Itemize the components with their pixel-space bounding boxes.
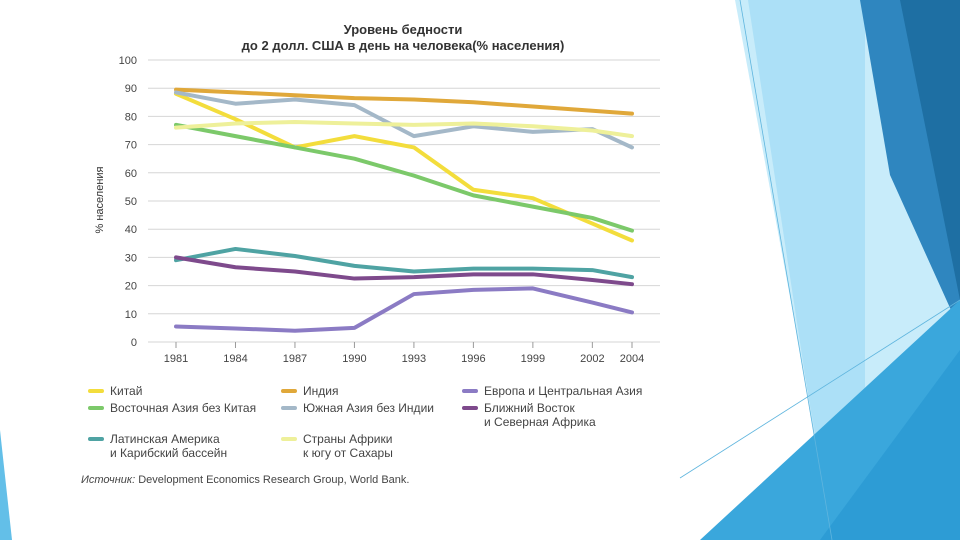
- legend-item: Индия: [281, 384, 462, 398]
- deco-line-2: [679, 299, 960, 479]
- series-line-3: [174, 87, 634, 116]
- deco-shape-left: [0, 430, 12, 540]
- legend-label: Китай: [110, 384, 143, 398]
- source-note: Источник: Development Economics Research…: [81, 474, 409, 486]
- legend-swatch: [281, 406, 297, 410]
- deco-shape-light: [748, 0, 865, 540]
- x-tick-label: 1981: [164, 353, 188, 365]
- legend-swatch: [462, 406, 478, 410]
- x-tick-label: 1993: [402, 353, 426, 365]
- y-tick-label: 50: [125, 196, 137, 208]
- legend-item: Ближний Восток и Северная Африка: [462, 401, 662, 429]
- series-line-2: [174, 246, 634, 280]
- y-tick-label: 0: [131, 337, 137, 349]
- chart-title: Уровень бедности до 2 долл. США в день н…: [242, 22, 565, 53]
- series-line-5: [174, 120, 634, 139]
- x-tick-label: 1996: [461, 353, 485, 365]
- legend-swatch: [281, 389, 297, 393]
- deco-shape-bright2: [820, 350, 960, 540]
- deco-line: [739, 0, 833, 540]
- x-tick-label: 2004: [620, 353, 644, 365]
- series-line-6: [174, 286, 634, 333]
- source-text: Development Economics Research Group, Wo…: [135, 474, 410, 486]
- x-tick-label: 1984: [223, 353, 247, 365]
- chart-title-line-2: до 2 долл. США в день на человека(% насе…: [242, 38, 565, 53]
- deco-shape-dark: [900, 0, 960, 300]
- legend-label: Страны Африки к югу от Сахары: [303, 432, 393, 460]
- legend-item: Южная Азия без Индии: [281, 401, 462, 429]
- legend-label: Ближний Восток и Северная Африка: [484, 401, 596, 429]
- x-tick-label: 1999: [521, 353, 545, 365]
- y-tick-label: 10: [125, 309, 137, 321]
- legend-swatch: [88, 437, 104, 441]
- legend-label: Восточная Азия без Китая: [110, 401, 257, 415]
- y-tick-label: 70: [125, 140, 137, 152]
- legend-label: Индия: [303, 384, 339, 398]
- y-tick-label: 90: [125, 83, 137, 95]
- chart-title-line-1: Уровень бедности: [344, 22, 463, 37]
- legend-swatch: [462, 389, 478, 393]
- legend-label: Южная Азия без Индии: [303, 401, 434, 415]
- legend-label: Латинская Америка и Карибский бассейн: [110, 432, 228, 460]
- y-tick-label: 30: [125, 252, 137, 264]
- legend-item: Европа и Центральная Азия: [462, 384, 662, 398]
- legend-item: Восточная Азия без Китая: [88, 401, 281, 429]
- y-tick-label: 60: [125, 168, 137, 180]
- source-prefix: Источник:: [81, 474, 136, 486]
- legend-swatch: [88, 406, 104, 410]
- x-tick-label: 2002: [580, 353, 604, 365]
- legend-item: Китай: [88, 384, 281, 398]
- series-line-0: [174, 91, 634, 243]
- legend-label: Европа и Центральная Азия: [484, 384, 643, 398]
- y-tick-label: 100: [119, 55, 137, 67]
- x-tick-label: 1990: [342, 353, 366, 365]
- y-tick-label: 80: [125, 111, 137, 123]
- x-tick-label: 1987: [283, 353, 307, 365]
- y-axis-label: % населения: [94, 166, 106, 233]
- legend-swatch: [88, 389, 104, 393]
- series-line-1: [174, 122, 634, 233]
- legend-item: Латинская Америка и Карибский бассейн: [88, 432, 281, 460]
- legend-swatch: [281, 437, 297, 441]
- y-tick-label: 40: [125, 224, 137, 236]
- legend-item: Страны Африки к югу от Сахары: [281, 432, 462, 460]
- series-line-7: [174, 255, 634, 287]
- chart-legend: Китай Индия Европа и Центральная Азия Восто…: [88, 384, 668, 460]
- y-tick-label: 20: [125, 281, 137, 293]
